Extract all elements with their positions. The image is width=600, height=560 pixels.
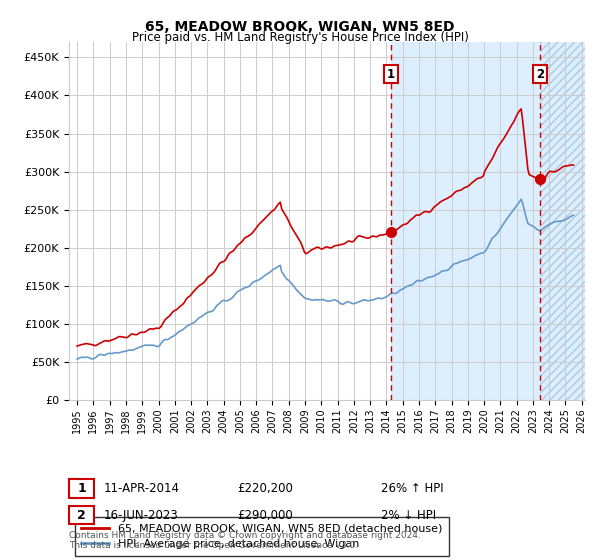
- Text: 11-APR-2014: 11-APR-2014: [103, 482, 179, 495]
- Text: 2% ↓ HPI: 2% ↓ HPI: [381, 508, 436, 522]
- Text: £290,000: £290,000: [237, 508, 293, 522]
- Text: 26% ↑ HPI: 26% ↑ HPI: [381, 482, 443, 495]
- Text: 1: 1: [77, 482, 86, 495]
- Legend: 65, MEADOW BROOK, WIGAN, WN5 8ED (detached house), HPI: Average price, detached : 65, MEADOW BROOK, WIGAN, WN5 8ED (detach…: [74, 517, 449, 556]
- Text: 16-JUN-2023: 16-JUN-2023: [103, 508, 178, 522]
- Text: 65, MEADOW BROOK, WIGAN, WN5 8ED: 65, MEADOW BROOK, WIGAN, WN5 8ED: [145, 20, 455, 34]
- Text: £220,200: £220,200: [237, 482, 293, 495]
- Text: 2: 2: [536, 68, 544, 81]
- Text: 2: 2: [77, 508, 86, 522]
- Text: 1: 1: [387, 68, 395, 81]
- Text: Price paid vs. HM Land Registry's House Price Index (HPI): Price paid vs. HM Land Registry's House …: [131, 31, 469, 44]
- Text: Contains HM Land Registry data © Crown copyright and database right 2024.
This d: Contains HM Land Registry data © Crown c…: [69, 530, 421, 550]
- Bar: [540, 42, 585, 400]
- Bar: [391, 42, 540, 400]
